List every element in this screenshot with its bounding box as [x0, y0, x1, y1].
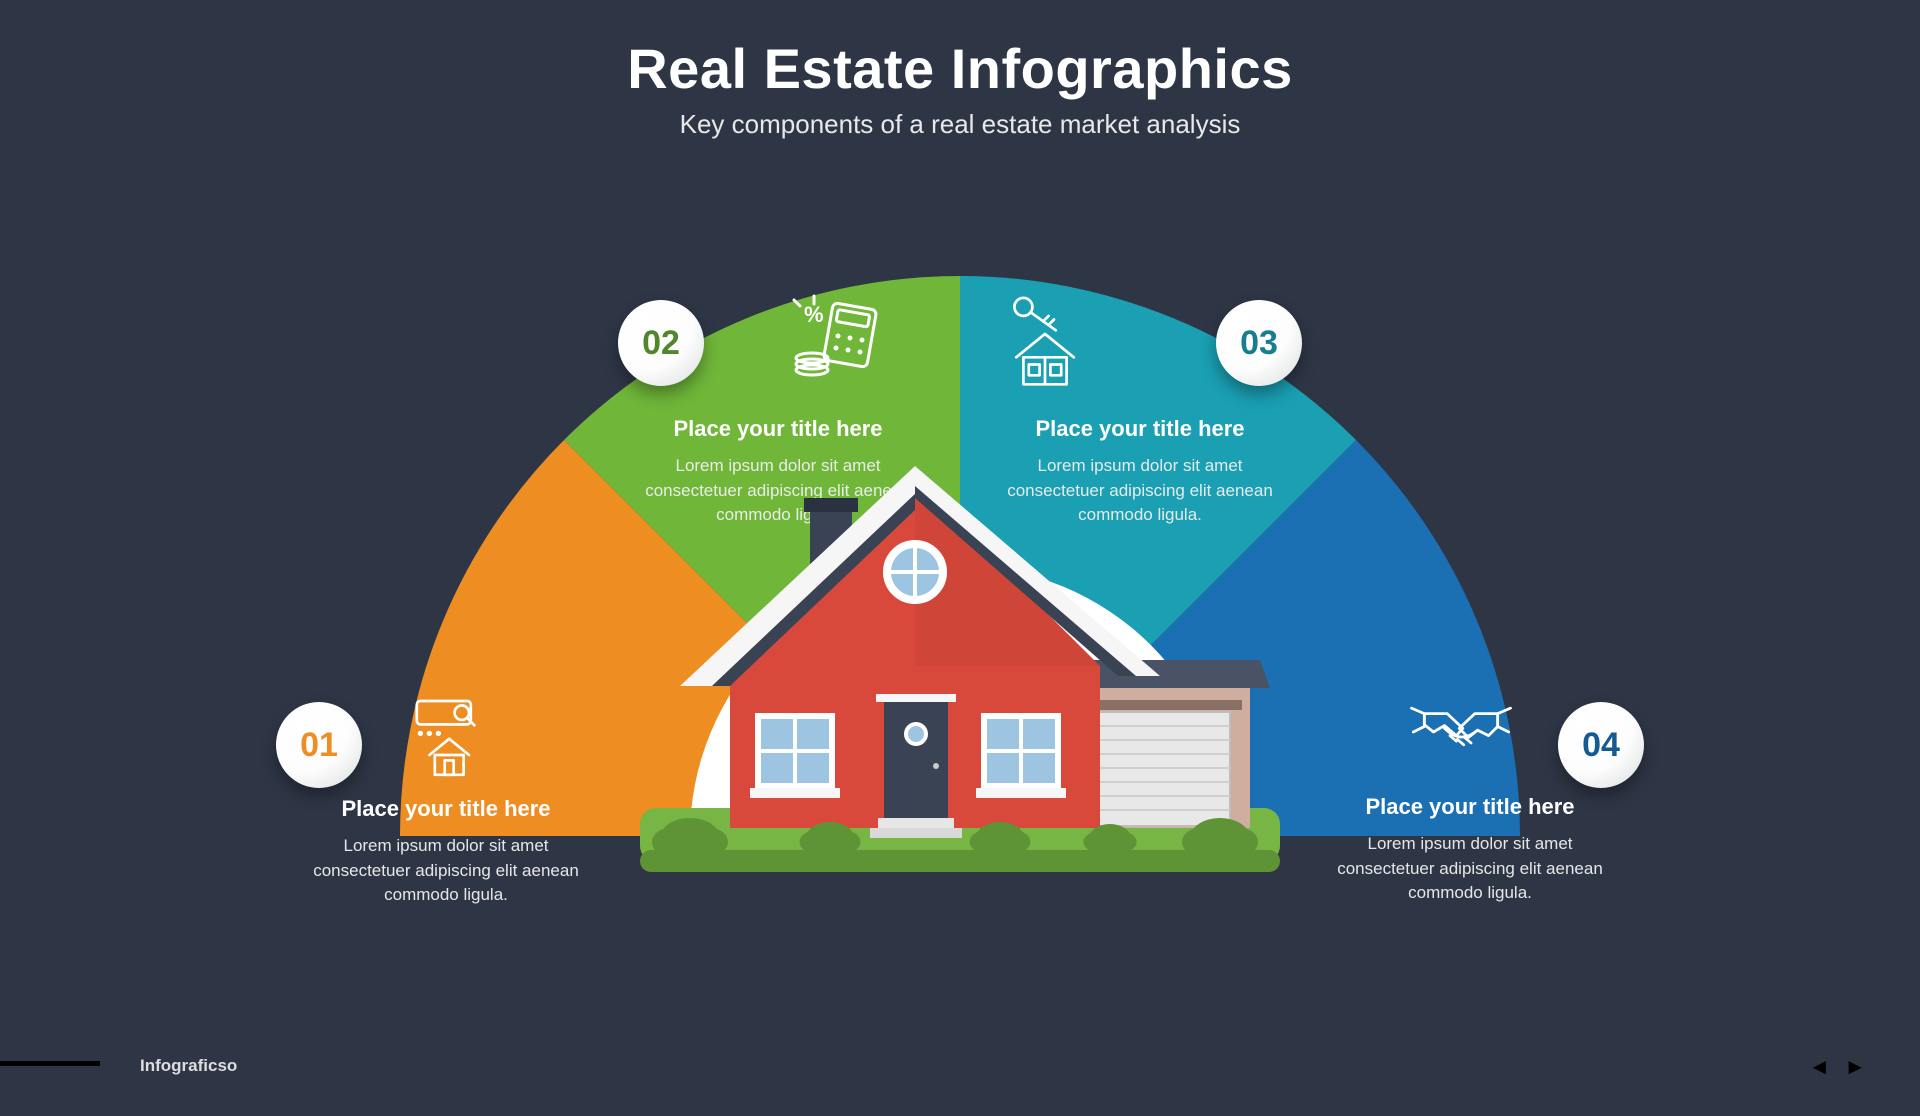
page-subtitle: Key components of a real estate market a… [0, 109, 1920, 140]
footer-accent-line [0, 1061, 100, 1066]
footer-brand: Infograficso [140, 1056, 237, 1076]
nav-arrows-icon[interactable]: ◄ ► [1808, 1054, 1870, 1080]
house-illustration [210, 246, 1710, 1046]
page-title: Real Estate Infographics [0, 36, 1920, 101]
infographic-stage: Place your title here Lorem ipsum dolor … [210, 246, 1710, 1046]
